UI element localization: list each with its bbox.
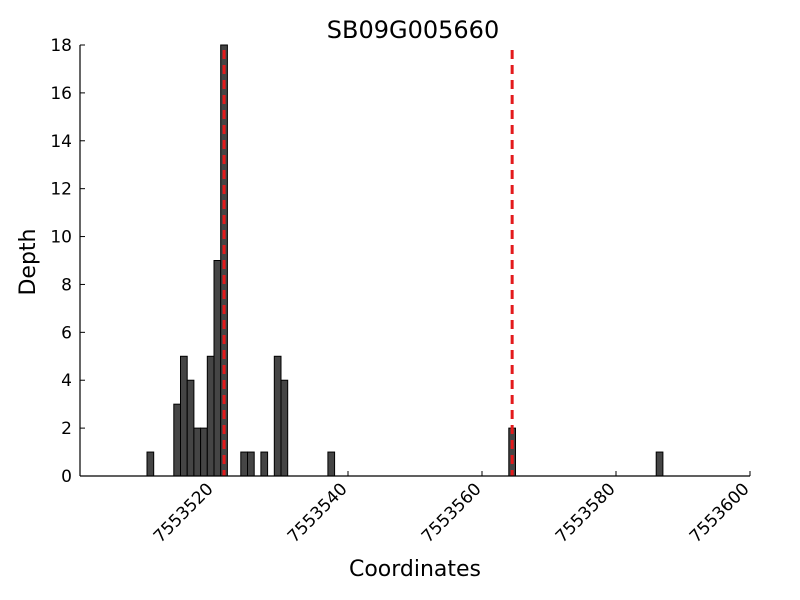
y-tick-label: 0 bbox=[61, 467, 72, 487]
bar bbox=[180, 355, 188, 477]
x-tick-label: 7553520 bbox=[150, 479, 218, 547]
y-tick-label: 2 bbox=[61, 419, 72, 439]
bar bbox=[193, 427, 202, 477]
bar bbox=[200, 427, 208, 477]
chart-title: SB09G005660 bbox=[327, 16, 499, 44]
y-tick-label: 8 bbox=[61, 275, 72, 295]
bar bbox=[508, 427, 516, 477]
y-tick-label: 14 bbox=[50, 132, 72, 152]
x-tick-label: 7553580 bbox=[552, 479, 620, 547]
y-ticks-group: 0 2 4 6 8 10 12 14 16 18 bbox=[50, 36, 85, 487]
y-tick-label: 12 bbox=[50, 180, 72, 200]
bar bbox=[280, 379, 289, 477]
x-axis-label: Coordinates bbox=[349, 557, 481, 582]
bar bbox=[213, 260, 222, 477]
bar bbox=[186, 379, 195, 477]
y-tick-label: 16 bbox=[50, 84, 72, 104]
x-tick-label: 7553540 bbox=[284, 479, 352, 547]
x-tick-label: 7553600 bbox=[686, 479, 754, 547]
y-tick-label: 18 bbox=[50, 36, 72, 56]
bar bbox=[273, 355, 282, 477]
bar bbox=[240, 451, 249, 477]
bar bbox=[146, 451, 155, 477]
x-ticks-group: 7553520 7553540 7553560 7553580 7553600 bbox=[150, 471, 754, 547]
bar bbox=[327, 451, 336, 477]
axes-group bbox=[79, 45, 750, 477]
reference-lines-group bbox=[222, 50, 514, 476]
y-axis-label: Depth bbox=[16, 228, 41, 295]
bar bbox=[655, 451, 664, 477]
y-tick-label: 10 bbox=[50, 228, 72, 248]
bar bbox=[173, 403, 182, 477]
x-tick-label: 7553560 bbox=[418, 479, 486, 547]
bar bbox=[260, 451, 269, 477]
y-tick-label: 6 bbox=[61, 323, 72, 343]
y-tick-label: 4 bbox=[61, 371, 72, 391]
bar bbox=[206, 355, 215, 477]
bar bbox=[247, 451, 255, 477]
